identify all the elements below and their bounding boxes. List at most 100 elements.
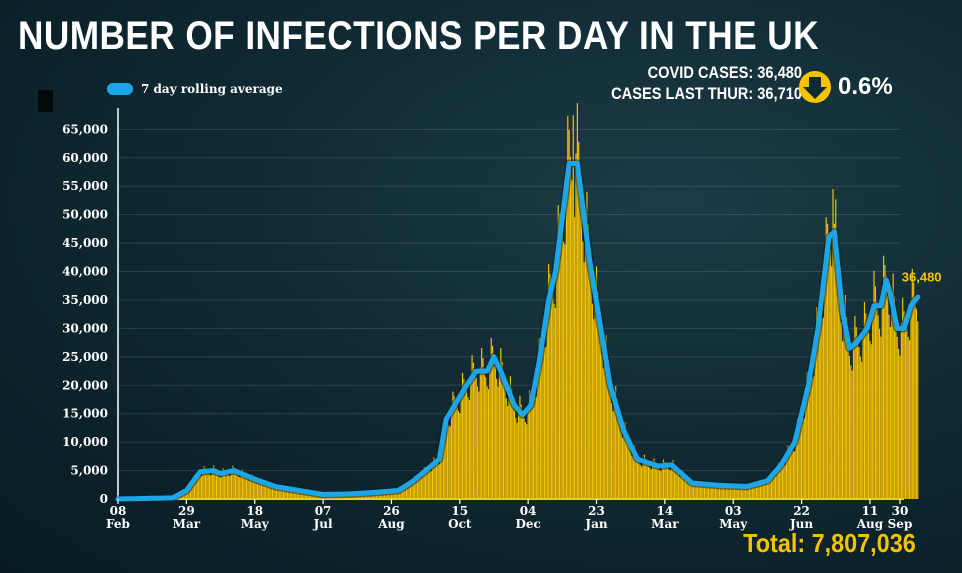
daily-case-bar [848,355,850,499]
daily-case-bar [568,129,570,500]
daily-case-bar [254,478,256,499]
daily-case-bar [228,474,230,499]
daily-case-bar [829,249,831,499]
daily-case-bar [631,456,633,499]
y-tick-label: 30,000 [62,321,108,335]
daily-case-bar [796,418,799,499]
daily-case-bar [545,346,547,499]
daily-case-bar [635,452,637,499]
daily-case-bar [805,393,807,499]
daily-case-bar [418,477,420,499]
daily-case-bar [903,311,905,499]
x-tick-day-label: 22 [793,504,810,518]
daily-case-bar [435,460,438,499]
daily-case-bar [885,275,887,499]
daily-case-bar [486,386,488,499]
daily-case-bar [742,486,744,499]
daily-case-bar [202,470,204,499]
daily-case-bar [509,376,511,499]
daily-case-bar [259,480,261,499]
daily-case-bar [706,486,708,499]
daily-case-bar [522,413,524,499]
daily-case-bar [225,471,227,499]
daily-case-bar [248,480,250,499]
daily-case-bar [733,486,736,499]
daily-case-bar [583,262,585,499]
daily-case-bar [559,213,561,499]
daily-case-bar [764,483,766,499]
daily-case-bar [701,481,703,499]
daily-case-bar [277,488,279,499]
daily-case-bar [769,475,771,499]
daily-case-bar [650,469,652,499]
daily-case-bar [584,219,587,499]
daily-case-bar [720,482,722,499]
daily-case-bar [750,483,752,499]
daily-case-bar [408,484,410,499]
x-tick-month-label: May [719,517,748,531]
daily-case-bar [234,470,237,499]
daily-case-bar [405,483,408,499]
daily-case-bar [682,470,684,499]
daily-case-bar [409,484,412,499]
daily-case-bar [427,469,429,499]
daily-case-bar [541,341,543,499]
daily-case-bar [662,459,665,499]
daily-case-bar [749,483,751,499]
daily-case-bar [729,483,732,499]
daily-case-bar [907,336,909,499]
daily-case-bar [563,241,565,499]
daily-case-bar [708,486,710,499]
daily-case-bar [810,375,812,499]
daily-case-bar [511,388,513,499]
daily-case-bar [739,483,741,499]
daily-case-bar [291,488,293,499]
daily-case-bar [697,485,699,499]
daily-case-bar [617,410,619,499]
x-tick-day-label: 08 [110,504,127,518]
daily-case-bar [610,402,613,499]
daily-case-bar [595,266,598,499]
daily-case-bar [843,313,845,499]
daily-case-bar [471,355,473,499]
y-tick-label: 40,000 [62,265,108,279]
daily-case-bar [825,217,827,499]
daily-case-bar [627,438,629,499]
daily-case-bar [615,386,617,499]
y-tick-label: 45,000 [62,236,108,250]
daily-case-bar [755,486,758,499]
daily-case-bar [403,486,405,499]
daily-case-bar [470,375,472,499]
daily-case-bar [262,480,264,499]
y-tick-label: 0 [100,492,108,506]
daily-case-bar [218,475,220,499]
daily-case-bar [239,477,241,499]
daily-case-bar [295,490,297,499]
daily-case-bar [229,475,231,499]
daily-case-bar [569,156,572,499]
chart-title: NUMBER OF INFECTIONS PER DAY IN THE UK [18,14,819,58]
x-tick-day-label: 11 [862,504,879,518]
daily-case-bar [862,328,864,499]
daily-case-bar [440,458,442,499]
daily-case-bar [297,490,300,499]
daily-case-bar [854,315,856,499]
daily-case-bar [263,482,265,499]
y-tick-label: 20,000 [62,378,108,392]
daily-case-bar [791,449,793,499]
x-tick-month-label: Mar [173,517,201,531]
daily-case-bar [564,244,566,499]
daily-case-bar [747,485,749,499]
daily-case-bar [616,398,618,499]
x-tick-day-label: 04 [520,504,537,518]
daily-case-bar [535,396,537,499]
daily-case-bar [579,178,581,499]
daily-case-bar [712,483,714,499]
daily-case-bar [623,428,625,499]
daily-case-bar [694,482,696,499]
rolling-average-line [115,161,921,502]
daily-case-bar [738,485,740,499]
daily-case-bar [710,482,712,499]
daily-case-bar [641,466,643,499]
daily-case-bar [207,472,209,499]
